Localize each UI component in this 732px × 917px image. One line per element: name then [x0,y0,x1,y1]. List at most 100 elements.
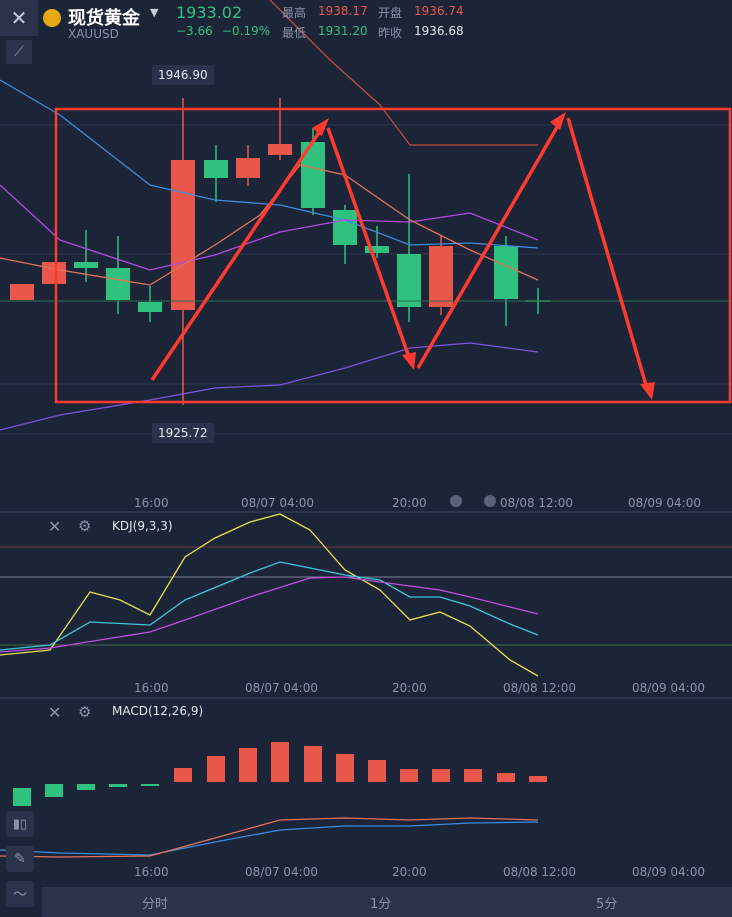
last-price: 1933.02 [176,3,243,22]
macd-histogram-bar [497,773,515,782]
time-axis-label: 16:00 [134,865,169,879]
symbol-name[interactable]: 现货黄金 [68,8,140,29]
tab-1min[interactable]: 1分 [370,897,392,912]
tab-5min[interactable]: 5分 [596,897,618,912]
annotation-arrow [416,121,562,369]
candle-body [171,160,195,310]
scroll-dot[interactable] [450,495,462,507]
ma-line [269,0,538,146]
pencil-button[interactable]: ✎ [6,846,34,872]
min-price-tag: 1925.72 [152,423,214,443]
candle-body [10,284,34,300]
candle-body [204,160,228,178]
macd-title: MACD(12,26,9) [112,704,204,718]
time-axis-label: 08/09 04:00 [628,496,701,510]
macd-histogram-bar [45,784,63,797]
time-axis-label: 08/09 04:00 [632,681,705,695]
hide-icon[interactable]: ✕ [48,517,62,536]
candle-body [397,254,421,307]
ma-line [0,184,539,271]
annotation-arrow [150,127,324,381]
price-change: −3.66 [176,24,213,38]
dropdown-caret-icon[interactable]: ▼ [150,6,159,19]
period-tabs: 分时 1分 5分 [42,887,732,917]
kdj-title: KDJ(9,3,3) [112,519,173,533]
macd-histogram-bar [464,769,482,782]
time-axis-label: 08/07 04:00 [245,865,318,879]
settings-icon[interactable]: ⚙ [78,703,92,721]
time-axis-label: 20:00 [392,865,427,879]
candlestick-icon: ▮▯ [12,816,28,832]
high-label: 最高 [282,6,307,20]
open-value: 1936.74 [414,4,464,18]
prev-close-value: 1936.68 [414,24,464,38]
kdj-d-line [0,576,539,653]
max-price-tag: 1946.90 [152,65,214,85]
time-axis-label: 08/08 12:00 [503,681,576,695]
macd-histogram-bar [77,784,95,790]
macd-histogram-bar [174,768,192,782]
candle-body [138,302,162,312]
macd-histogram-bar [271,742,289,782]
candle-body [42,262,66,284]
close-icon: ✕ [10,6,28,30]
annotation-arrowhead [312,118,329,136]
macd-histogram-bar [400,769,418,782]
macd-histogram-bar [207,756,225,782]
high-value: 1938.17 [318,4,368,18]
indicator-button[interactable]: 〜 [6,881,34,907]
annotation-arrowhead [550,112,566,130]
candle-body [236,158,260,178]
macd-histogram-bar [141,784,159,786]
time-axis-label: 08/09 04:00 [632,865,705,879]
macd-histogram-bar [304,746,322,782]
annotation-arrow [326,127,412,361]
hide-icon[interactable]: ✕ [48,703,62,722]
macd-histogram-bar [109,784,127,787]
time-axis-label: 08/08 12:00 [500,496,573,510]
low-label: 最低 [282,26,307,40]
price-change-pct: −0.19% [222,24,271,38]
annotation-box [54,107,732,404]
candle-body [268,144,292,155]
candle-body [365,246,389,253]
kdj-k-line [0,561,539,651]
gold-coin-icon [43,9,61,27]
time-axis-label: 20:00 [392,681,427,695]
ma-line [0,79,539,249]
scroll-dot[interactable] [484,495,496,507]
annotation-arrow [566,117,650,393]
candle-body [333,210,357,245]
macd-histogram-bar [529,776,547,782]
draw-tool-icon: ⟋ [14,44,24,60]
candle-body [429,246,453,307]
close-button[interactable]: ✕ [0,0,38,36]
ma-line [0,342,539,431]
symbol-code: XAUUSD [68,27,119,41]
annotation-arrowhead [402,352,416,370]
macd-dif-line [0,817,539,858]
low-value: 1931.20 [318,24,368,38]
annotation-arrowhead [640,382,655,400]
time-axis-label: 20:00 [392,496,427,510]
candle-body [494,246,518,299]
settings-icon[interactable]: ⚙ [78,517,92,535]
candle-body [74,262,98,268]
macd-dea-line [0,821,539,856]
candle-body [106,268,130,300]
pencil-icon: ✎ [14,851,26,867]
time-axis-label: 08/07 04:00 [241,496,314,510]
macd-histogram-bar [13,788,31,806]
tab-timeshare[interactable]: 分时 [142,897,169,912]
draw-tool-button[interactable]: ⟋ [6,40,32,64]
macd-histogram-bar [368,760,386,782]
time-axis-label: 16:00 [134,496,169,510]
macd-histogram-bar [239,748,257,782]
time-axis-label: 08/08 12:00 [503,865,576,879]
open-label: 开盘 [378,6,403,20]
candlestick-button[interactable]: ▮▯ [6,811,34,837]
prev-close-label: 昨收 [378,26,403,40]
macd-histogram-bar [432,769,450,782]
time-axis-label: 08/07 04:00 [245,681,318,695]
